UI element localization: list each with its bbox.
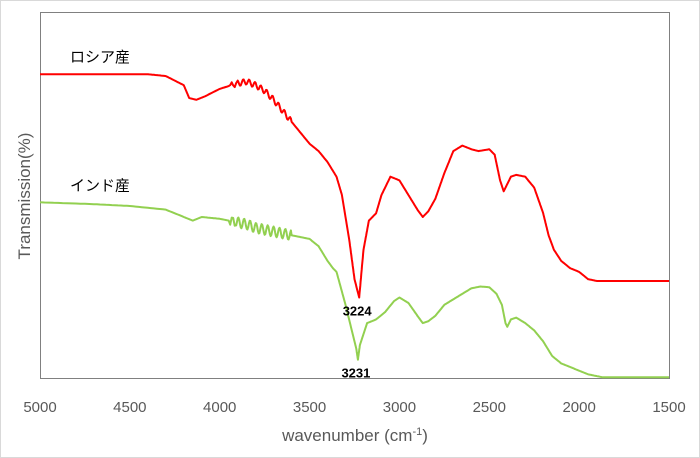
x-tick-label-4000: 4000 [203, 399, 236, 416]
x-tick-label-4500: 4500 [113, 399, 146, 416]
series-label-0: ロシア産 [70, 48, 130, 66]
x-tick-label-2000: 2000 [562, 399, 595, 416]
series-layer [39, 73, 669, 379]
peak-annotation-3231: 3231 [341, 366, 370, 381]
series-label-1: インド産 [70, 176, 130, 194]
x-tick-label-1500: 1500 [652, 399, 685, 416]
peak-annotation-3224: 3224 [343, 303, 373, 318]
ticks-layer: 5000 4500 4000 3500 3000 2500 2000 1500 [23, 399, 685, 416]
x-tick-label-3500: 3500 [293, 399, 326, 416]
x-tick-label-2500: 2500 [473, 399, 506, 416]
y-axis-title: Transmission(%) [15, 133, 34, 260]
x-axis-title: wavenumber (cm-1) [281, 426, 428, 445]
x-tick-label-5000: 5000 [23, 399, 56, 416]
series-line-1 [39, 201, 669, 379]
x-tick-label-3000: 3000 [383, 399, 416, 416]
series-line-0 [40, 73, 669, 299]
plot-area [40, 12, 670, 379]
